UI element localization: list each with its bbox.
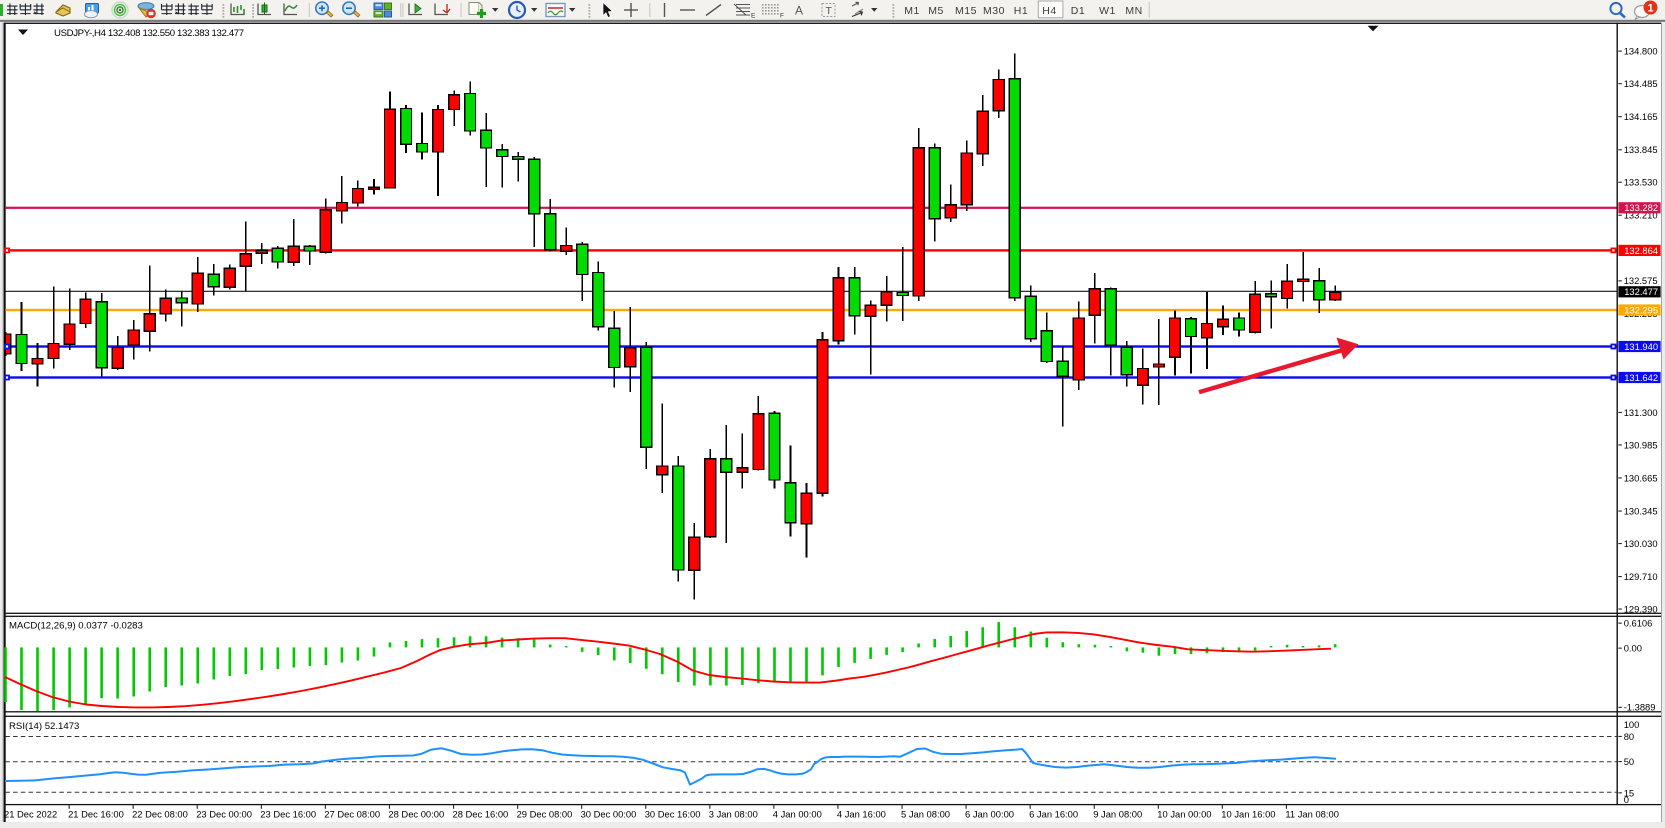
svg-text:3 Jan 08:00: 3 Jan 08:00 <box>709 808 758 819</box>
svg-text:23 Dec 16:00: 23 Dec 16:00 <box>260 808 316 819</box>
svg-text:6 Jan 00:00: 6 Jan 00:00 <box>965 808 1014 819</box>
svg-text:130.665: 130.665 <box>1624 472 1658 483</box>
svg-text:133.530: 133.530 <box>1624 177 1658 188</box>
svg-text:30 Dec 16:00: 30 Dec 16:00 <box>645 808 701 819</box>
svg-text:0.00: 0.00 <box>1624 643 1642 654</box>
svg-text:21 Dec 16:00: 21 Dec 16:00 <box>68 808 124 819</box>
svg-text:15: 15 <box>1624 787 1634 798</box>
svg-text:-1.3889: -1.3889 <box>1624 702 1656 713</box>
svg-text:132.295: 132.295 <box>1624 304 1658 315</box>
svg-text:131.642: 131.642 <box>1624 372 1658 383</box>
svg-text:10 Jan 00:00: 10 Jan 00:00 <box>1157 808 1211 819</box>
svg-text:11 Jan 08:00: 11 Jan 08:00 <box>1285 808 1339 819</box>
svg-text:132.575: 132.575 <box>1624 275 1658 286</box>
svg-text:E: E <box>751 13 756 20</box>
svg-text:MN: MN <box>1125 5 1142 17</box>
svg-text:50: 50 <box>1624 756 1634 767</box>
svg-text:M1: M1 <box>904 5 920 17</box>
svg-text:10 Jan 16:00: 10 Jan 16:00 <box>1221 808 1275 819</box>
svg-text:28 Dec 16:00: 28 Dec 16:00 <box>453 808 509 819</box>
svg-text:H1: H1 <box>1014 5 1028 17</box>
svg-text:132.477: 132.477 <box>1624 286 1658 297</box>
svg-text:USDJPY-,H4 132.408 132.550 13: USDJPY-,H4 132.408 132.550 132.383 132.4… <box>54 28 244 39</box>
svg-text:129.390: 129.390 <box>1624 603 1658 614</box>
svg-text:M15: M15 <box>955 5 977 17</box>
svg-text:F: F <box>780 13 784 20</box>
svg-text:133.210: 133.210 <box>1624 210 1658 221</box>
svg-text:28 Dec 00:00: 28 Dec 00:00 <box>388 808 444 819</box>
svg-text:29 Dec 08:00: 29 Dec 08:00 <box>517 808 573 819</box>
svg-text:6 Jan 16:00: 6 Jan 16:00 <box>1029 808 1078 819</box>
svg-text:30 Dec 00:00: 30 Dec 00:00 <box>581 808 637 819</box>
svg-text:130.030: 130.030 <box>1624 538 1658 549</box>
svg-text:134.485: 134.485 <box>1624 78 1658 89</box>
svg-text:MACD(12,26,9) 0.0377 -0.0283: MACD(12,26,9) 0.0377 -0.0283 <box>9 621 143 632</box>
svg-text:M30: M30 <box>983 5 1005 17</box>
svg-text:9 Jan 08:00: 9 Jan 08:00 <box>1093 808 1142 819</box>
svg-text:1: 1 <box>1647 3 1653 15</box>
svg-text:21 Dec 2022: 21 Dec 2022 <box>4 808 57 819</box>
svg-text:131.940: 131.940 <box>1624 341 1658 352</box>
svg-text:0: 0 <box>1624 794 1629 805</box>
svg-text:133.845: 133.845 <box>1624 144 1658 155</box>
svg-text:M5: M5 <box>928 5 944 17</box>
svg-text:T: T <box>826 5 833 17</box>
svg-text:134.165: 134.165 <box>1624 111 1658 122</box>
svg-text:131.300: 131.300 <box>1624 407 1658 418</box>
svg-text:134.800: 134.800 <box>1624 46 1658 57</box>
svg-text:27 Dec 08:00: 27 Dec 08:00 <box>324 808 380 819</box>
svg-text:22 Dec 08:00: 22 Dec 08:00 <box>132 808 188 819</box>
svg-text:23 Dec 00:00: 23 Dec 00:00 <box>196 808 252 819</box>
svg-text:100: 100 <box>1624 719 1640 730</box>
svg-text:5 Jan 08:00: 5 Jan 08:00 <box>901 808 950 819</box>
svg-text:H4: H4 <box>1042 5 1056 17</box>
svg-text:80: 80 <box>1624 731 1634 742</box>
svg-text:4 Jan 00:00: 4 Jan 00:00 <box>773 808 822 819</box>
svg-text:A: A <box>795 4 803 18</box>
svg-text:130.345: 130.345 <box>1624 505 1658 516</box>
svg-text:D1: D1 <box>1071 5 1085 17</box>
svg-text:133.282: 133.282 <box>1624 202 1658 213</box>
svg-text:130.985: 130.985 <box>1624 439 1658 450</box>
svg-text:4 Jan 16:00: 4 Jan 16:00 <box>837 808 886 819</box>
svg-text:RSI(14) 52.1473: RSI(14) 52.1473 <box>9 721 79 732</box>
svg-text:W1: W1 <box>1099 5 1116 17</box>
svg-text:129.710: 129.710 <box>1624 571 1658 582</box>
svg-text:0.6106: 0.6106 <box>1624 618 1653 629</box>
svg-text:132.864: 132.864 <box>1624 245 1658 256</box>
